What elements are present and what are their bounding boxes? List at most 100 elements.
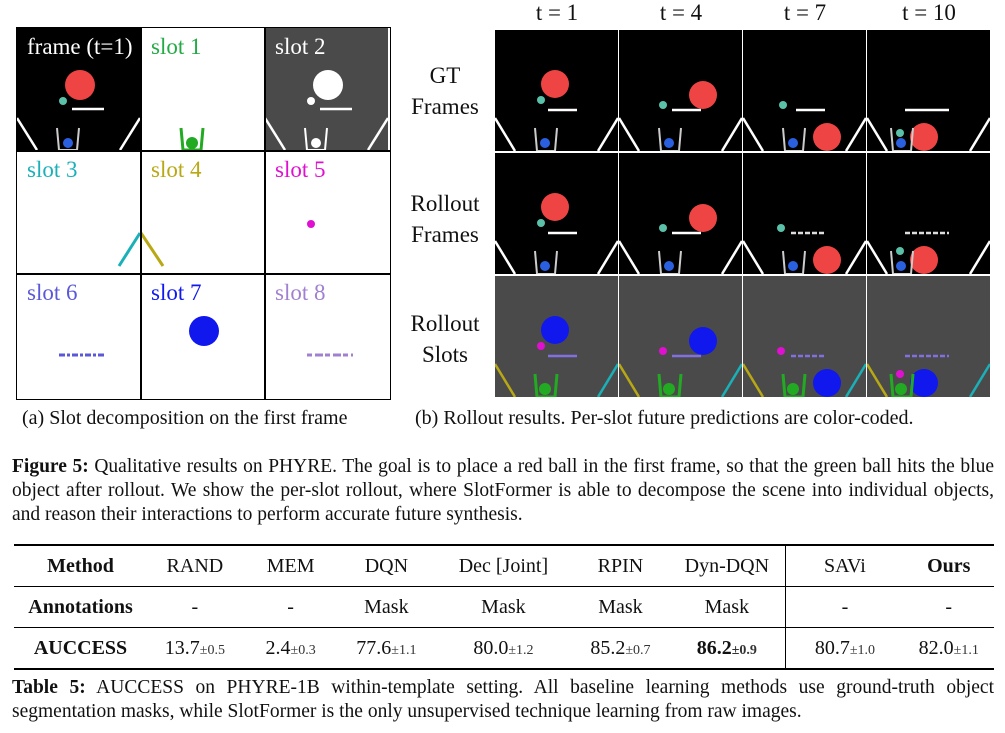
table-header-row: Method RAND MEM DQN Dec [Joint] RPIN Dyn…: [14, 544, 994, 587]
time-label: t = 10: [902, 0, 956, 25]
frame-scene: [17, 70, 140, 150]
table-cell: -: [785, 586, 904, 628]
rollout-slots-t1: [495, 276, 618, 397]
std: ±0.7: [625, 642, 651, 658]
cell-slot-6: slot 6: [17, 274, 140, 396]
value: 85.2: [590, 636, 626, 659]
cell-slot-8: slot 8: [265, 274, 388, 396]
row-label-rollout-frames: Rollout Frames: [395, 188, 495, 250]
table-label: Table 5:: [12, 677, 86, 698]
cell-label: slot 4: [151, 157, 202, 182]
col-header: Dyn-DQN: [668, 544, 786, 587]
std: ±1.0: [849, 642, 876, 658]
cell-label: slot 5: [275, 157, 326, 182]
slot-3-mask: [117, 232, 140, 267]
row-label-line: GT: [429, 63, 461, 88]
table-cell: Mask: [338, 586, 435, 628]
gt-frame-t10: [867, 30, 990, 151]
col-header: RAND: [147, 544, 243, 587]
cell-slot-2: slot 2: [265, 28, 388, 150]
value: 86.2: [696, 636, 732, 659]
value: 2.4: [265, 636, 291, 659]
figure-caption: Figure 5: Qualitative results on PHYRE. …: [12, 455, 994, 527]
rollout-frame-t1: [495, 153, 618, 274]
table-cell: -: [147, 586, 243, 628]
value: 80.7: [814, 636, 850, 659]
value: 13.7: [164, 636, 200, 659]
slot-6-mask: [59, 353, 105, 357]
scene: [495, 193, 618, 274]
col-header: RPIN: [572, 544, 669, 587]
cell-label: slot 3: [27, 157, 78, 182]
cell-slot-1: slot 1: [141, 28, 264, 150]
table-cell-best: 86.2±0.9: [668, 627, 786, 670]
cell-slot-3: slot 3: [17, 151, 140, 273]
figure-caption-text: Qualitative results on PHYRE. The goal i…: [12, 456, 994, 525]
std: ±1.2: [508, 642, 534, 658]
panel-b-caption: (b) Rollout results. Per-slot future pre…: [415, 407, 914, 429]
row-label-line: Rollout: [410, 191, 480, 216]
slot-4-mask: [141, 232, 165, 267]
cell-slot-4: slot 4: [141, 151, 264, 273]
cell-label: slot 6: [27, 280, 78, 305]
cell-label: slot 1: [151, 34, 202, 59]
scene: [495, 70, 618, 151]
col-header: DQN: [338, 544, 435, 587]
table-cell: Mask: [434, 586, 573, 628]
value: 82.0: [918, 636, 954, 659]
row-label-rollout-slots: Rollout Slots: [395, 308, 495, 370]
slot-8-mask: [307, 353, 353, 357]
value: 80.0: [473, 636, 509, 659]
std: ±1.1: [391, 642, 417, 658]
slot-5-mask: [307, 220, 315, 228]
table-cell: Mask: [572, 586, 669, 628]
std: ±0.3: [290, 642, 316, 658]
table-row: AUCCESS 13.7±0.5 2.4±0.3 77.6±1.1 80.0±1…: [14, 627, 994, 670]
row-label-gt: GT Frames: [395, 60, 495, 122]
std: ±0.5: [199, 642, 225, 658]
col-header: Ours: [903, 544, 994, 587]
rollout-slots-t7: [743, 276, 866, 397]
table-cell: 13.7±0.5: [147, 627, 243, 670]
row-label-line: Slots: [421, 342, 469, 367]
cell-frame-t1: frame (t=1): [17, 28, 140, 150]
cell-label: slot 8: [275, 280, 326, 305]
slot-1-mask: [179, 127, 205, 150]
scene: [867, 108, 990, 151]
std: ±0.9: [731, 642, 757, 658]
rollout-slots-t4: [619, 276, 742, 397]
slot-7-mask: [189, 316, 219, 346]
col-header: SAVi: [785, 544, 904, 587]
table-cell: Mask: [668, 586, 786, 628]
std: ±1.1: [953, 642, 979, 658]
time-label: t = 1: [535, 0, 579, 25]
cell-label: frame (t=1): [27, 34, 133, 59]
table-cell: -: [242, 586, 339, 628]
time-label: t = 7: [783, 0, 827, 25]
col-header: MEM: [242, 544, 339, 587]
table-cell: -: [903, 586, 994, 628]
slot-scene: [495, 316, 618, 397]
col-header: Method: [14, 544, 147, 587]
row-header: AUCCESS: [14, 627, 147, 670]
table-cell: 2.4±0.3: [242, 627, 339, 670]
scene: [743, 224, 866, 274]
rollout-frame-t10: [867, 153, 990, 274]
rollout-slots-t10: [867, 276, 990, 397]
table-row: Annotations - - Mask Mask Mask Mask - -: [14, 586, 994, 628]
results-table: Method RAND MEM DQN Dec [Joint] RPIN Dyn…: [14, 544, 994, 670]
gt-frame-t1: [495, 30, 618, 151]
gt-frame-t7: [743, 30, 866, 151]
rollout-frame-t4: [619, 153, 742, 274]
slot-scene: [619, 327, 742, 397]
row-header: Annotations: [14, 586, 147, 628]
figure-label: Figure 5:: [12, 456, 89, 477]
cell-slot-5: slot 5: [265, 151, 388, 273]
table-cell: 77.6±1.1: [338, 627, 435, 670]
slot-scene: [867, 354, 990, 397]
cell-slot-7: slot 7: [141, 274, 264, 396]
table-caption-text: AUCCESS on PHYRE-1B within-template sett…: [12, 677, 994, 722]
slot-2-mask: [265, 70, 388, 150]
table-caption: Table 5: AUCCESS on PHYRE-1B within-temp…: [12, 676, 994, 724]
table-cell: 85.2±0.7: [572, 627, 669, 670]
